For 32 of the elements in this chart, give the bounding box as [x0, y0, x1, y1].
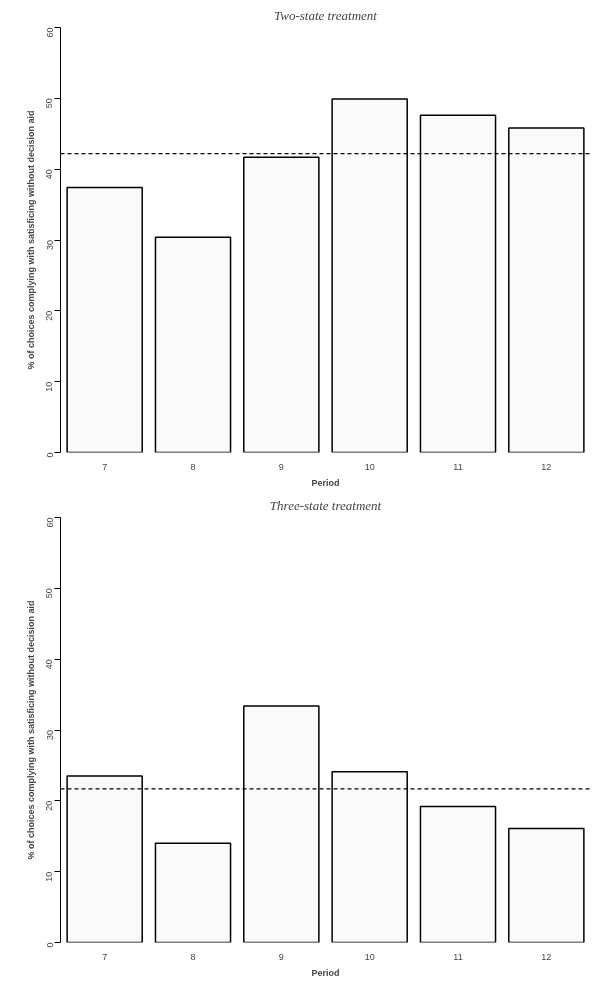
y-axis-title: % of choices complying with satisficing without decision aid: [25, 110, 36, 370]
x-tick-label: 10: [364, 461, 375, 472]
y-tick-label: 50: [44, 588, 55, 599]
x-tick-label: 8: [190, 951, 196, 962]
x-tick-label: 11: [453, 951, 463, 962]
y-tick-label: 0: [44, 942, 55, 948]
x-tick-label: 9: [278, 461, 284, 472]
x-tick-label: 12: [541, 951, 552, 962]
x-tick-label: 8: [190, 461, 196, 472]
x-tick-label: 12: [541, 461, 552, 472]
y-tick-label: 10: [44, 381, 55, 392]
x-tick-label: 9: [278, 951, 284, 962]
y-tick-label: 40: [44, 169, 55, 180]
x-tick-label: 11: [453, 461, 463, 472]
x-tick-label: 7: [102, 951, 108, 962]
y-tick-label: 10: [44, 871, 55, 882]
x-tick-label: 7: [102, 461, 108, 472]
y-tick-label: 50: [44, 98, 55, 109]
x-axis-title: Period: [311, 967, 340, 978]
y-tick-label: 20: [44, 310, 55, 321]
chart-title: Three-state treatment: [269, 497, 382, 513]
x-tick-label: 10: [364, 951, 375, 962]
y-tick-label: 0: [44, 452, 55, 458]
chart-title: Two-state treatment: [274, 7, 378, 23]
y-tick-label: 60: [44, 27, 55, 38]
y-tick-label: 20: [44, 800, 55, 811]
y-tick-label: 60: [44, 517, 55, 528]
y-axis-title: % of choices complying with satisficing without decision aid: [25, 600, 36, 860]
x-axis-title: Period: [311, 477, 340, 488]
y-tick-label: 30: [44, 730, 55, 741]
y-tick-label: 30: [44, 240, 55, 251]
y-tick-label: 40: [44, 659, 55, 670]
